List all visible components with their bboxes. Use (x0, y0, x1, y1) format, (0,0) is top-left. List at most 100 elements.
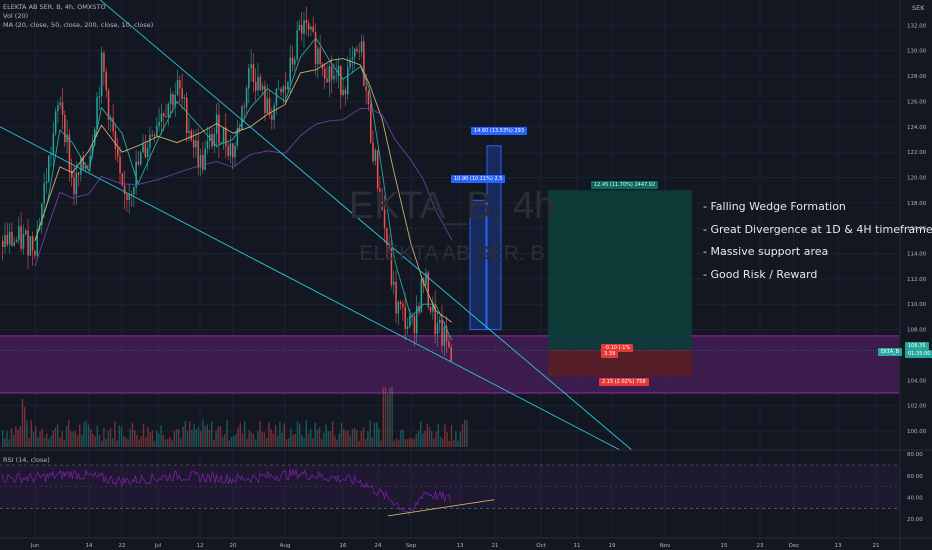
volume-bar (420, 421, 422, 447)
candle-body (257, 76, 259, 91)
candle-body (2, 240, 4, 247)
candle-body (107, 90, 110, 121)
volume-bar (217, 426, 219, 447)
volume-bar (151, 430, 153, 447)
volume-bar (125, 437, 127, 447)
price-tick-label: 108.00 (907, 328, 927, 334)
candle-body (25, 230, 27, 235)
candle-body (94, 129, 96, 145)
candle-body (105, 71, 107, 91)
volume-bar (316, 429, 318, 447)
candle-body (61, 102, 64, 116)
candle-body (305, 20, 308, 24)
candle-body (149, 134, 151, 148)
volume-bar (268, 422, 270, 447)
volume-bar (90, 428, 92, 447)
volume-bar (345, 430, 347, 447)
candle-body (324, 68, 326, 79)
volume-bar (453, 440, 455, 447)
symbol-title: ELEKTA AB SER. B, 4h, OMXSTO (3, 3, 106, 11)
candle-body (363, 41, 365, 86)
candle-body (206, 140, 209, 149)
volume-bar (158, 433, 160, 447)
candle-body (367, 90, 370, 105)
volume-bar (338, 433, 340, 447)
volume-bar (54, 427, 57, 447)
candle-body (436, 323, 439, 335)
wedge-lower-line (0, 126, 621, 451)
volume-bar (153, 440, 156, 447)
candle-body (140, 152, 142, 165)
volume-bar (378, 428, 380, 447)
volume-bar (305, 419, 307, 447)
candle-body (429, 306, 432, 312)
volume-bar (127, 439, 129, 447)
candle-body (202, 155, 204, 170)
time-tick-label: 22 (119, 543, 126, 549)
volume-bar (6, 431, 8, 447)
time-tick-label: 11 (574, 543, 581, 549)
candle-body (275, 88, 278, 106)
candle-body (183, 97, 186, 99)
candle-body (31, 236, 34, 251)
volume-bar (261, 432, 263, 447)
volume-bar (204, 426, 206, 447)
note-item: - Massive support area (703, 245, 829, 258)
analysis-notes: - Falling Wedge Formation - Great Diverg… (703, 196, 932, 286)
volume-bar (329, 431, 332, 447)
candle-body (135, 161, 137, 188)
candle-body (22, 234, 25, 249)
rsi-tick-label: 80.00 (907, 452, 923, 458)
volume-bar (224, 434, 226, 447)
volume-bar (252, 433, 255, 447)
volume-bar (37, 437, 39, 447)
candle-body (404, 307, 406, 329)
candle-body (268, 98, 271, 115)
volume-bar (26, 420, 28, 447)
volume-bar (417, 430, 420, 447)
volume-bar (85, 420, 87, 447)
candle-body (372, 142, 374, 162)
volume-bar (167, 439, 169, 447)
volume-bar (387, 394, 389, 447)
volume-bar (178, 429, 180, 447)
candle-body (409, 316, 411, 327)
volume-bar (35, 426, 37, 447)
volume-bar (285, 439, 288, 447)
candle-body (314, 32, 317, 64)
volume-bar (228, 440, 230, 447)
volume-bar (255, 439, 257, 447)
volume-bar (334, 435, 336, 447)
candle-body (172, 93, 174, 106)
time-tick-label: 13 (835, 543, 842, 549)
rsi-band (0, 465, 899, 509)
candle-body (271, 114, 273, 120)
candle-body (393, 281, 395, 285)
volume-bar (180, 438, 182, 447)
candle-body (199, 155, 202, 168)
note-item: - Great Divergence at 1D & 4H timeframe (703, 222, 932, 236)
candle-body (310, 26, 312, 30)
volume-bar (94, 436, 96, 447)
volume-bar (402, 429, 404, 447)
candle-body (54, 111, 57, 134)
volume-bar (28, 438, 30, 447)
volume-bar (114, 421, 116, 447)
candle-body (298, 24, 301, 31)
candle-body (57, 105, 59, 112)
candle-body (236, 128, 239, 146)
time-tick-label: 19 (609, 543, 616, 549)
candle-body (330, 66, 333, 80)
candle-body (273, 105, 275, 120)
volume-bar (266, 438, 268, 447)
volume-bar (8, 439, 10, 447)
volume-bar (349, 435, 351, 447)
volume-bar (226, 419, 228, 447)
candle-body (370, 104, 372, 143)
candle-body (319, 48, 321, 65)
last-price-tag: 106.35 (905, 342, 929, 350)
volume-bar (433, 438, 435, 447)
volume-bar (76, 435, 79, 447)
projection-bar (486, 145, 502, 331)
